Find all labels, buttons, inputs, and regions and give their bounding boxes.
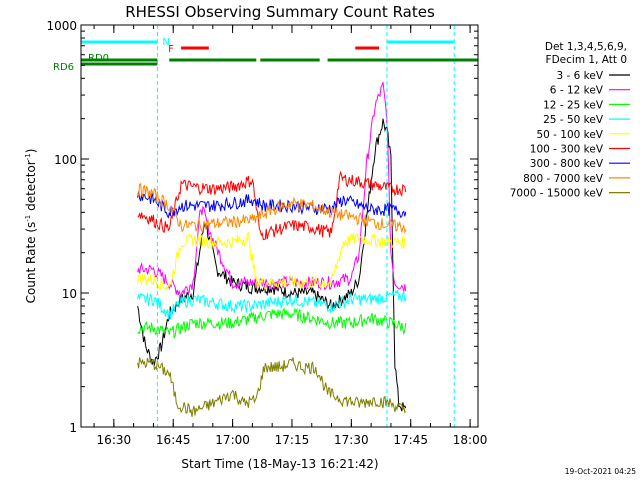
y-tick-label: 1: [69, 421, 77, 435]
x-tick-label: 17:15: [275, 433, 310, 447]
y-axis-label: Count Rate (s-1 detector-1): [24, 149, 38, 304]
x-tick-label: 17:45: [393, 433, 428, 447]
x-tick-label: 16:45: [156, 433, 191, 447]
y-tick-label: 1000: [46, 19, 77, 33]
legend-label-3: 12 - 25 keV: [543, 99, 604, 111]
series-line-7: [137, 191, 407, 219]
flare-label: F: [168, 44, 174, 55]
legend-label-6: 100 - 300 keV: [530, 144, 604, 156]
rd6-label: RD6: [53, 62, 74, 73]
plot-frame: [80, 24, 479, 428]
timestamp: 19-Oct-2021 04:25: [565, 467, 636, 476]
legend-label-7: 300 - 800 keV: [530, 158, 604, 170]
series-line-8: [137, 182, 407, 234]
y-tick-label: 10: [62, 287, 77, 301]
series-line-4: [137, 289, 407, 320]
x-axis-label: Start Time (18-May-13 16:21:42): [181, 457, 378, 471]
legend-label-2: 6 - 12 keV: [550, 85, 604, 97]
legend-label-8: 800 - 7000 keV: [523, 173, 604, 185]
series-line-9: [137, 357, 407, 417]
x-tick-label: 18:00: [453, 433, 488, 447]
x-tick-label: 17:00: [215, 433, 250, 447]
legend-label-9: 7000 - 15000 keV: [510, 188, 604, 200]
annotation-layer: NF RD0 RD6: [53, 25, 478, 427]
series-line-6: [137, 170, 407, 241]
series-line-1: [137, 118, 407, 412]
night-label: N: [162, 37, 169, 48]
x-tick-label: 17:30: [334, 433, 369, 447]
legend: 3 - 6 keV 6 - 12 keV 12 - 25 keV 25 - 50 ke…: [510, 70, 630, 200]
legend-header-1: Det 1,3,4,5,6,9,: [545, 41, 627, 53]
legend-label-1: 3 - 6 keV: [556, 70, 603, 82]
legend-header-2: FDecim 1, Att 0: [546, 54, 627, 66]
series-line-3: [137, 307, 407, 340]
series-line-5: [137, 231, 407, 291]
legend-label-5: 50 - 100 keV: [536, 129, 603, 141]
x-tick-label: 16:30: [97, 433, 132, 447]
legend-label-4: 25 - 50 keV: [543, 114, 604, 126]
chart-title: RHESSI Observing Summary Count Rates: [125, 3, 435, 21]
y-tick-label: 100: [54, 153, 77, 167]
series-layer: [137, 81, 407, 417]
series-line-2: [137, 81, 407, 298]
rd0-label: RD0: [88, 53, 109, 64]
